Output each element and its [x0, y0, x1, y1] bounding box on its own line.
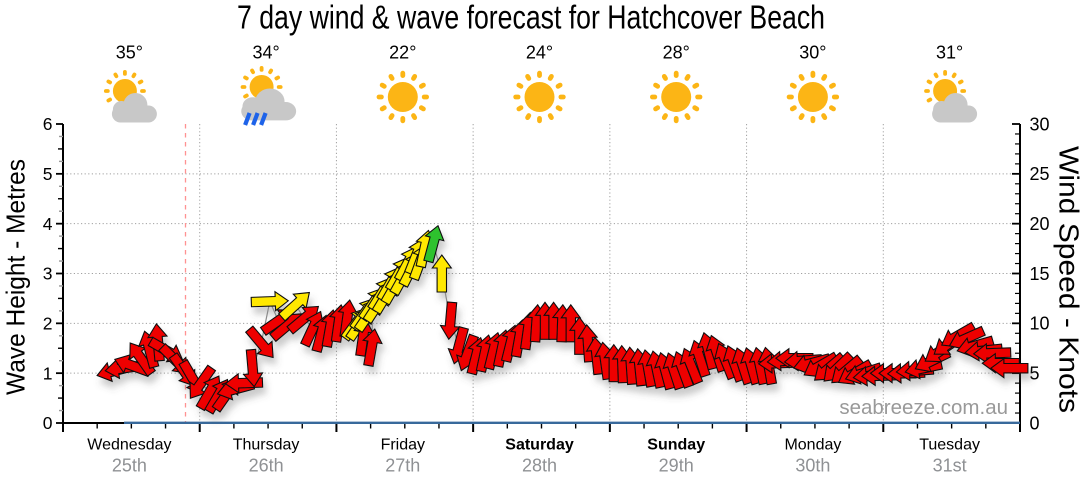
svg-text:2: 2 — [43, 314, 53, 334]
svg-text:22°: 22° — [389, 43, 416, 63]
svg-text:30th: 30th — [795, 456, 830, 476]
svg-text:Thursday: Thursday — [233, 437, 300, 454]
svg-text:Monday: Monday — [784, 437, 841, 454]
svg-text:25: 25 — [1030, 164, 1050, 184]
svg-text:28th: 28th — [522, 456, 557, 476]
svg-text:24°: 24° — [526, 43, 553, 63]
svg-text:26th: 26th — [249, 456, 284, 476]
svg-text:15: 15 — [1030, 264, 1050, 284]
svg-text:25th: 25th — [112, 456, 147, 476]
svg-text:10: 10 — [1030, 314, 1050, 334]
svg-text:6: 6 — [43, 114, 53, 134]
svg-text:5: 5 — [1030, 364, 1040, 384]
svg-text:30: 30 — [1030, 114, 1050, 134]
svg-text:Friday: Friday — [381, 437, 425, 454]
svg-text:30°: 30° — [799, 43, 826, 63]
svg-text:29th: 29th — [659, 456, 694, 476]
svg-text:3: 3 — [43, 264, 53, 284]
svg-text:Wave Height - Metres: Wave Height - Metres — [1, 159, 31, 395]
svg-text:31°: 31° — [936, 43, 963, 63]
svg-text:Tuesday: Tuesday — [919, 437, 980, 454]
svg-text:34°: 34° — [252, 43, 279, 63]
svg-text:1: 1 — [43, 363, 53, 383]
svg-text:0: 0 — [43, 413, 53, 433]
svg-text:7 day wind & wave forecast for: 7 day wind & wave forecast for Hatchcove… — [237, 0, 825, 36]
svg-text:Saturday: Saturday — [505, 437, 574, 454]
svg-text:35°: 35° — [116, 43, 143, 63]
svg-text:seabreeze.com.au: seabreeze.com.au — [839, 396, 1008, 419]
svg-text:Sunday: Sunday — [647, 437, 705, 454]
svg-text:27th: 27th — [385, 456, 420, 476]
svg-text:4: 4 — [43, 214, 53, 234]
svg-text:20: 20 — [1030, 214, 1050, 234]
svg-text:28°: 28° — [663, 43, 690, 63]
svg-text:Wednesday: Wednesday — [87, 437, 171, 454]
svg-text:5: 5 — [43, 164, 53, 184]
svg-text:31st: 31st — [933, 456, 967, 476]
svg-text:Wind Speed - Knots: Wind Speed - Knots — [1054, 146, 1080, 413]
svg-text:0: 0 — [1030, 413, 1040, 433]
